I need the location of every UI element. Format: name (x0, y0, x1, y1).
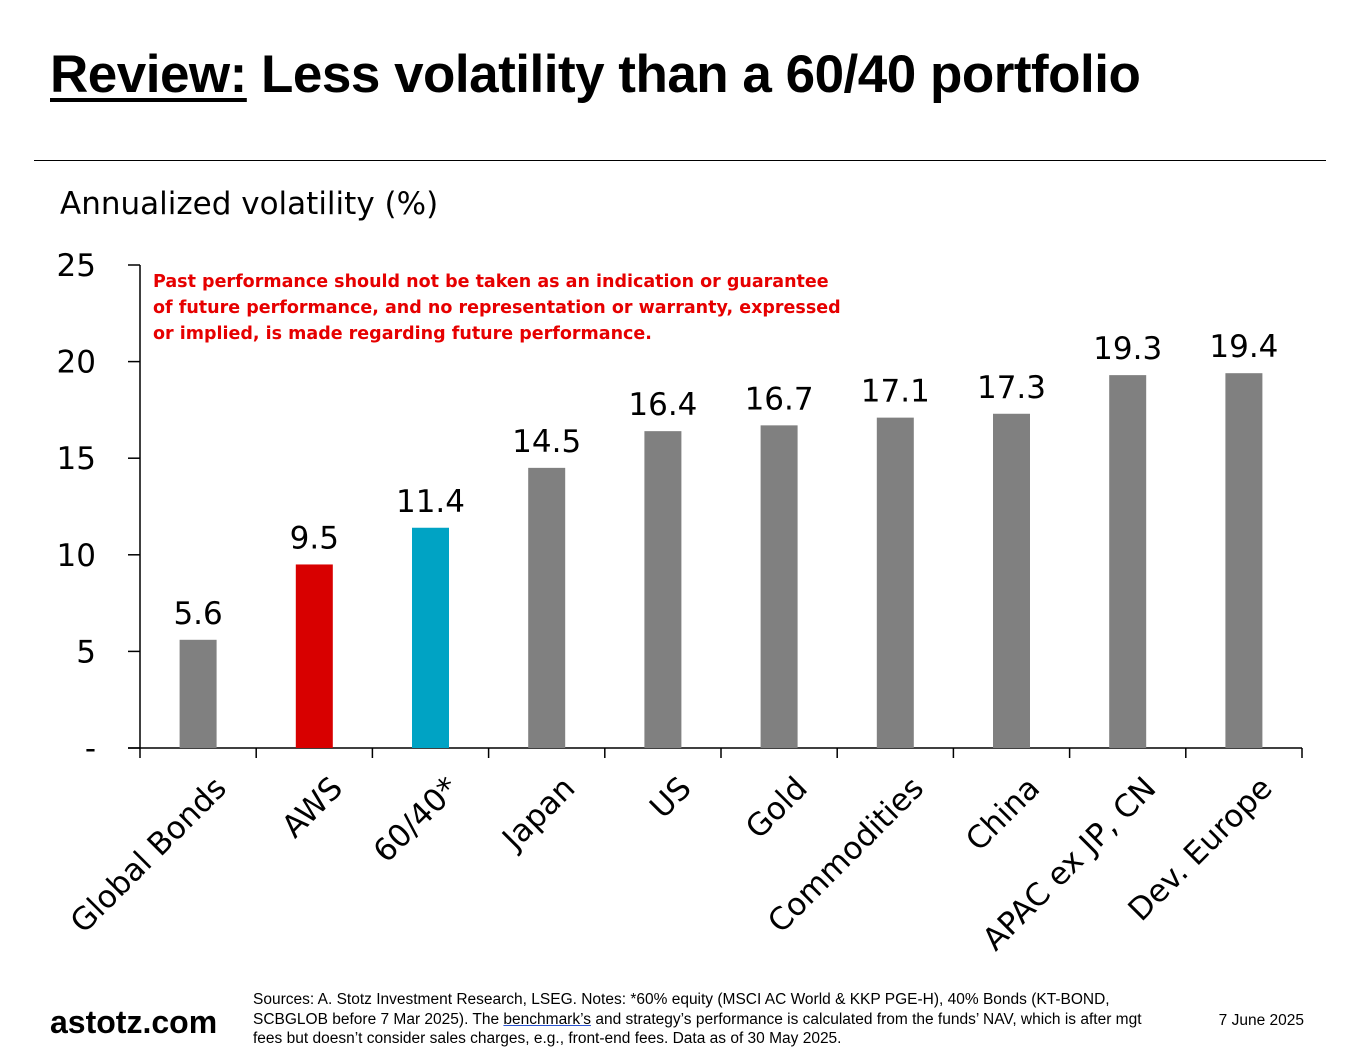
bar-value-label: 19.4 (1209, 329, 1278, 365)
x-category-label: Global Bonds (64, 770, 234, 940)
title-prefix: Review: (50, 45, 247, 104)
bar-value-label: 16.7 (745, 381, 814, 417)
bar-value-label: 5.6 (173, 596, 222, 632)
disclaimer-line: Past performance should not be taken as … (153, 272, 829, 292)
bar (993, 413, 1030, 748)
x-category-label: 60/40* (367, 770, 467, 870)
source-notes: Sources: A. Stotz Investment Research, L… (253, 990, 1153, 1049)
brand-logo-text[interactable]: astotz.com (50, 1004, 218, 1040)
y-tick-label: 20 (57, 345, 96, 381)
bar-value-label: 17.1 (861, 374, 930, 410)
y-tick-label: - (85, 731, 96, 767)
volatility-bar-chart: Annualized volatility (%) - 5 10 15 20 25 5.6 Gl… (57, 186, 1303, 958)
bar (295, 564, 333, 748)
x-category-label: Gold (739, 770, 815, 846)
page-title: Review: Less volatility than a 60/40 por… (50, 44, 1141, 105)
report-date: 7 June 2025 (1218, 1012, 1304, 1029)
bar (644, 431, 682, 748)
notes-text-1: Sources: A. Stotz Investment Research, L… (253, 991, 1110, 1028)
bar-value-label: 11.4 (396, 484, 465, 520)
title-text: Less volatility than a 60/40 portfolio (261, 45, 1141, 104)
disclaimer-line: or implied, is made regarding future per… (153, 324, 652, 344)
bar-value-label: 9.5 (290, 520, 339, 556)
bar (179, 639, 217, 748)
title-divider (34, 160, 1326, 161)
bar (760, 425, 798, 748)
bar (1109, 375, 1147, 748)
bar-value-label: 14.5 (512, 424, 581, 460)
x-category-label: China (959, 770, 1047, 858)
bar (412, 527, 449, 748)
y-tick-label: 5 (76, 634, 96, 670)
x-category-label: US (643, 770, 698, 825)
notes-link-benchmark[interactable]: benchmark’s (503, 1010, 592, 1028)
bar (1225, 373, 1263, 748)
y-tick-label: 15 (57, 441, 96, 477)
disclaimer-line: of future performance, and no representa… (153, 298, 841, 318)
y-axis-title: Annualized volatility (%) (60, 186, 438, 222)
bar (528, 467, 566, 748)
y-tick-label: 25 (57, 248, 96, 284)
bar-value-label: 17.3 (977, 370, 1046, 406)
notes-text-2: and strategy’s performance is calculated… (253, 1010, 1142, 1048)
bar-value-label: 16.4 (628, 387, 697, 423)
y-tick-label: 10 (57, 538, 96, 574)
bar (876, 417, 914, 748)
x-category-label: Japan (494, 770, 582, 858)
x-category-label: AWS (275, 770, 350, 845)
bar-value-label: 19.3 (1093, 331, 1162, 367)
